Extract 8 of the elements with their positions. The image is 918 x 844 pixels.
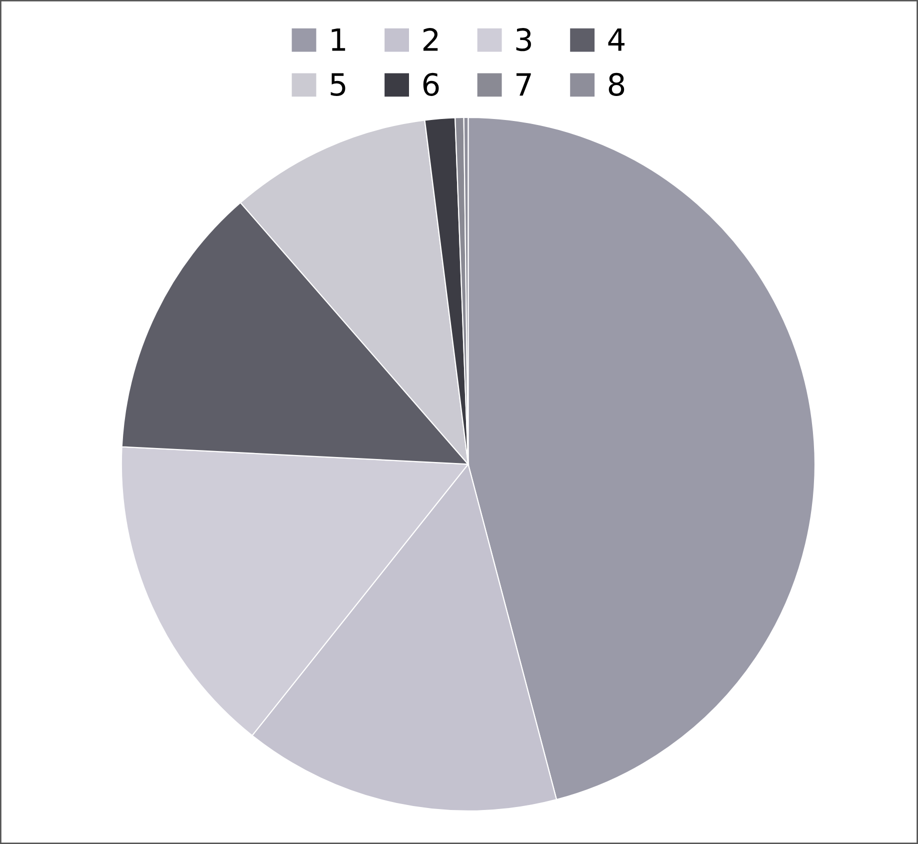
legend-label: 7 xyxy=(516,73,531,96)
legend-label: 5 xyxy=(330,73,346,96)
legend-label: 6 xyxy=(423,72,439,96)
legend-label: 4 xyxy=(608,28,624,51)
legend-label: 3 xyxy=(516,28,531,52)
legend-label: 8 xyxy=(608,72,624,96)
legend-label: 1 xyxy=(332,28,346,51)
legend-label: 2 xyxy=(423,28,438,51)
